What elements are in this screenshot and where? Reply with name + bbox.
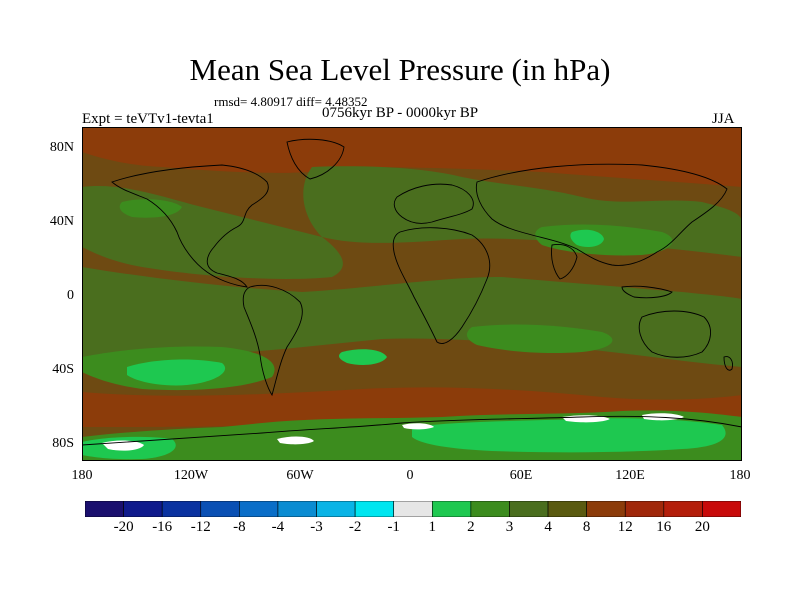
- lon-label-60e: 60E: [509, 468, 533, 483]
- colorbar-label: 8: [582, 519, 591, 535]
- colorbar-label: -1: [387, 519, 400, 535]
- lon-label-120w: 120W: [173, 468, 209, 483]
- colorbar-label: 1: [428, 519, 437, 535]
- region-north-pacific-green: [119, 199, 182, 218]
- colorbar-label: -3: [310, 519, 323, 535]
- colorbar-label: -2: [348, 519, 362, 535]
- colorbar-label: -12: [190, 519, 211, 535]
- stats-text: rmsd= 4.80917 diff= 4.48352: [214, 94, 368, 109]
- lon-label-0: 0: [406, 468, 414, 483]
- colorbar-box: [702, 501, 741, 517]
- colorbar-box: [277, 501, 317, 517]
- region-antarctic-white-2: [277, 436, 314, 445]
- coast-india: [551, 244, 578, 280]
- colorbar-box: [547, 501, 587, 517]
- colorbar-label: -20: [113, 519, 134, 535]
- coast-north-america: [111, 164, 269, 288]
- lon-label-180w: 180: [71, 468, 93, 483]
- map-frame: [82, 127, 742, 461]
- colorbar-box: [354, 501, 395, 517]
- colorbar-box: [586, 501, 626, 517]
- colorbar-box: [85, 501, 124, 517]
- colorbar-box: [431, 501, 472, 517]
- coast-new-zealand: [723, 356, 733, 371]
- colorbar-label: 3: [505, 519, 514, 535]
- region-antarctic-white-5: [402, 423, 434, 430]
- colorbar-box: [663, 501, 703, 517]
- coast-europe: [393, 183, 474, 224]
- colorbar-box: [316, 501, 356, 517]
- colorbar-label: 20: [694, 519, 710, 535]
- colorbar-label: -16: [152, 519, 173, 535]
- colorbar-box: [123, 501, 163, 517]
- chart-title: Mean Sea Level Pressure (in hPa): [189, 52, 611, 87]
- colorbar-box: [470, 501, 510, 517]
- season-label: JJA: [712, 111, 735, 127]
- colorbar-box: [509, 501, 549, 517]
- lon-label-180e: 180: [729, 468, 751, 483]
- coast-indonesia: [621, 285, 673, 299]
- colorbar-label: 16: [656, 519, 672, 535]
- experiment-label: Expt = teVTv1-tevta1: [82, 111, 214, 127]
- colorbar-label: -4: [271, 519, 285, 535]
- lat-label-40s: 40S: [52, 362, 74, 377]
- lat-label-80s: 80S: [52, 436, 74, 451]
- region-south-pacific-high: [127, 359, 226, 386]
- region-indian-ocean-green: [466, 324, 613, 354]
- pressure-map: [82, 127, 742, 461]
- period-label: 0756kyr BP - 0000kyr BP: [322, 105, 479, 121]
- region-south-atlantic-green: [339, 349, 387, 365]
- coast-antarctica: [82, 415, 742, 446]
- coast-africa: [392, 227, 491, 344]
- coast-australia: [638, 310, 711, 358]
- coast-asia: [475, 163, 728, 266]
- coastlines: [82, 138, 742, 446]
- region-asia-green-spot: [570, 229, 604, 247]
- colorbar-box: [624, 501, 665, 517]
- colorbar-box: [200, 501, 240, 517]
- colorbar-label: 4: [544, 519, 552, 535]
- colorbar-label: 12: [617, 519, 633, 535]
- colorbar-label: 2: [467, 519, 475, 535]
- lat-label-40n: 40N: [49, 214, 74, 229]
- lon-label-60w: 60W: [286, 468, 314, 483]
- colorbar: [85, 501, 741, 517]
- colorbar-label: -8: [233, 519, 246, 535]
- coast-greenland: [286, 138, 345, 180]
- lat-label-80n: 80N: [49, 140, 74, 155]
- colorbar-boxes: [85, 501, 741, 517]
- lon-label-120e: 120E: [615, 468, 645, 483]
- colorbar-box: [239, 501, 279, 517]
- region-arctic-rust: [82, 127, 742, 187]
- colorbar-box: [161, 501, 202, 517]
- coast-south-america: [242, 284, 303, 397]
- region-antarctic-high: [412, 418, 726, 453]
- colorbar-box: [393, 501, 433, 517]
- lat-label-0: 0: [67, 288, 74, 303]
